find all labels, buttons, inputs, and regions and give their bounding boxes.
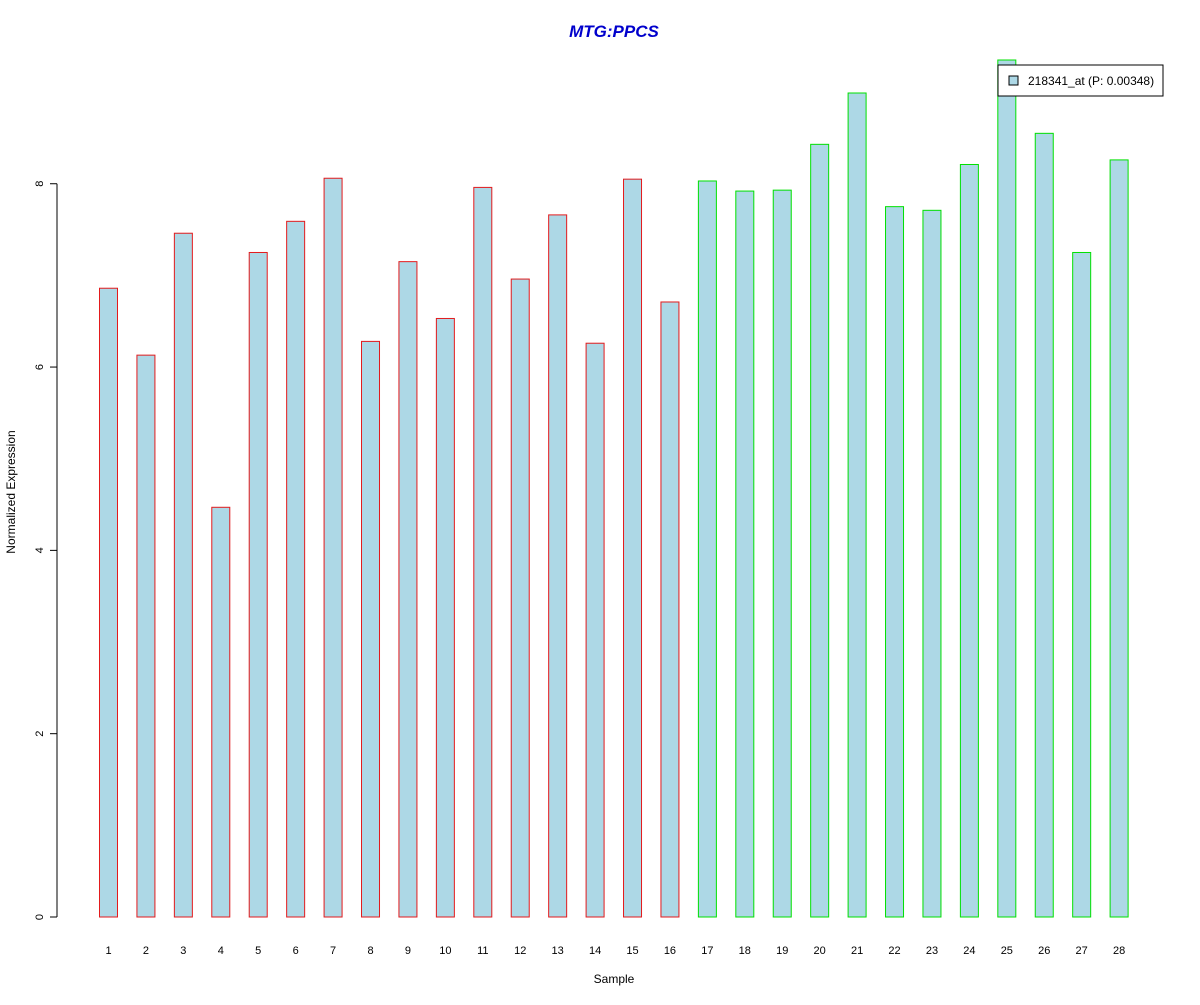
bar-sample-2 — [136, 354, 156, 918]
x-tick-label: 17 — [701, 945, 713, 957]
x-tick-label: 15 — [626, 945, 638, 957]
x-tick-label: 1 — [105, 945, 111, 957]
y-tick-label: 0 — [34, 914, 46, 920]
bar-sample-14 — [585, 342, 605, 918]
x-tick-label: 14 — [589, 945, 601, 957]
x-tick-label: 23 — [926, 945, 938, 957]
x-tick-label: 26 — [1038, 945, 1050, 957]
bar-sample-1 — [99, 287, 118, 918]
y-axis: 0 2 4 6 8 — [34, 181, 58, 920]
bar-sample-16 — [660, 301, 680, 918]
x-tick-label: 21 — [851, 945, 863, 957]
x-tick-label: 24 — [963, 945, 975, 957]
x-tick-label: 6 — [293, 945, 299, 957]
y-tick-label: 8 — [34, 181, 46, 187]
x-tick-label: 27 — [1076, 945, 1088, 957]
bar-sample-8 — [361, 340, 381, 918]
bar-sample-21 — [847, 92, 867, 918]
bar-sample-12 — [510, 278, 530, 918]
x-tick-label: 11 — [477, 945, 488, 957]
bar-sample-26 — [1034, 132, 1054, 918]
x-tick-label: 3 — [180, 945, 186, 957]
legend-swatch — [1008, 75, 1019, 86]
y-tick-label: 2 — [34, 731, 46, 737]
bar-sample-5 — [248, 251, 268, 918]
bar-sample-10 — [435, 317, 455, 918]
bar-sample-6 — [286, 220, 306, 918]
bar-sample-20 — [810, 143, 830, 918]
bar-sample-19 — [772, 189, 792, 918]
x-tick-label: 7 — [330, 945, 336, 957]
legend: 218341_at (P: 0.00348) — [997, 64, 1164, 97]
bars-group — [99, 59, 1129, 918]
x-tick-label: 22 — [888, 945, 900, 957]
x-tick-label: 19 — [776, 945, 788, 957]
x-axis-label: Sample — [594, 972, 635, 986]
x-tick-label: 4 — [218, 945, 224, 957]
x-tick-label: 12 — [514, 945, 526, 957]
x-tick-label: 8 — [367, 945, 373, 957]
bar-sample-27 — [1072, 251, 1092, 918]
legend-label: 218341_at (P: 0.00348) — [1028, 74, 1154, 88]
bar-sample-18 — [735, 190, 755, 918]
bar-sample-25 — [997, 59, 1017, 918]
x-tick-label: 5 — [255, 945, 261, 957]
x-tick-label: 2 — [143, 945, 149, 957]
x-tick-label: 28 — [1113, 945, 1125, 957]
chart-title: MTG:PPCS — [569, 22, 659, 41]
bar-sample-11 — [473, 186, 493, 918]
x-tick-label: 18 — [739, 945, 751, 957]
bar-sample-28 — [1109, 159, 1129, 918]
bar-sample-22 — [885, 206, 905, 918]
bar-sample-15 — [623, 178, 643, 918]
bar-sample-7 — [323, 177, 343, 918]
x-tick-label: 16 — [664, 945, 676, 957]
x-tick-label: 25 — [1001, 945, 1013, 957]
bar-sample-9 — [398, 261, 418, 918]
x-tick-label: 10 — [439, 945, 451, 957]
x-tick-label: 9 — [405, 945, 411, 957]
y-tick-label: 6 — [34, 364, 46, 370]
x-tick-labels: 1 2 3 4 5 6 7 8 9 10 11 12 13 14 15 16 17 18 19 20 21 22 23 24 2… — [105, 945, 1125, 957]
bar-sample-3 — [173, 232, 193, 918]
bar-sample-4 — [211, 506, 231, 918]
bar-sample-17 — [697, 180, 717, 918]
x-tick-label: 20 — [814, 945, 826, 957]
bar-sample-24 — [959, 163, 979, 918]
x-tick-label: 13 — [552, 945, 564, 957]
legend-box — [997, 64, 1164, 97]
y-tick-label: 4 — [34, 547, 46, 553]
bar-sample-13 — [548, 214, 568, 918]
y-axis-label: Normalized Expression — [4, 430, 18, 553]
bar-sample-23 — [922, 209, 942, 918]
